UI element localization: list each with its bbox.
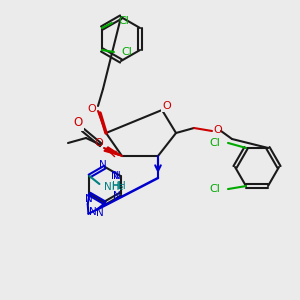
Text: N: N — [99, 160, 107, 170]
Text: O: O — [94, 138, 103, 148]
Text: O: O — [214, 125, 222, 135]
Text: N: N — [113, 171, 121, 181]
Text: Cl: Cl — [210, 184, 220, 194]
Text: O: O — [162, 102, 170, 112]
Text: NH₂: NH₂ — [103, 182, 123, 192]
Text: O: O — [88, 104, 96, 114]
Text: Cl: Cl — [210, 138, 220, 148]
Text: N: N — [85, 194, 93, 204]
Text: O: O — [74, 119, 82, 129]
Text: N: N — [96, 208, 104, 218]
Text: O: O — [163, 101, 171, 111]
Polygon shape — [104, 147, 122, 156]
Text: Cl: Cl — [122, 47, 132, 57]
Text: H: H — [112, 181, 119, 191]
Text: N: N — [113, 191, 121, 201]
Text: Cl: Cl — [118, 16, 129, 26]
Text: N: N — [88, 207, 96, 217]
Text: N: N — [111, 171, 119, 181]
Text: O: O — [74, 116, 82, 130]
Text: H: H — [118, 181, 125, 191]
